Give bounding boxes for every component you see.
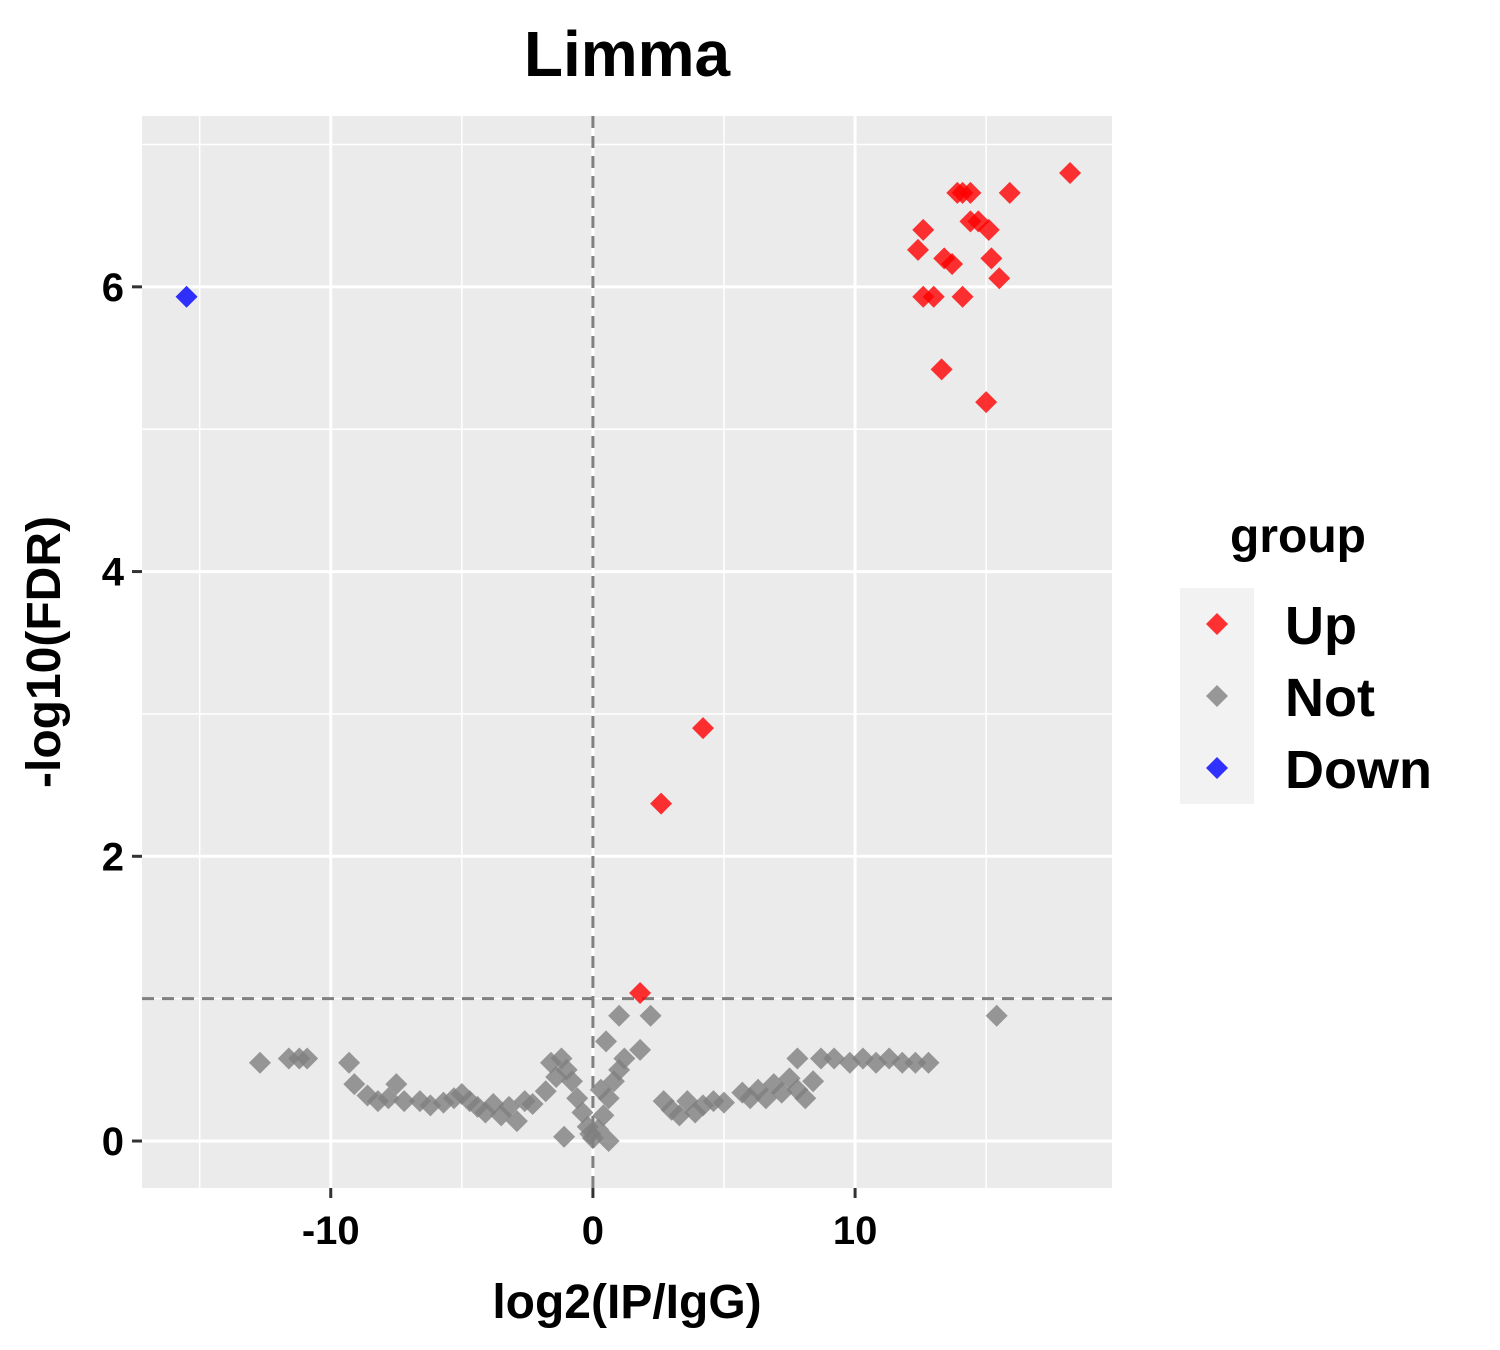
data-point-not [589,1078,612,1101]
data-point-down [175,285,198,308]
data-point-not [343,1073,366,1096]
data-point-not [794,1087,817,1110]
axes: -10 0 10 0 2 4 6 [102,266,878,1253]
legend: group Up Not Down [1180,510,1432,804]
data-point-not [810,1047,832,1070]
legend-label-up: Up [1285,596,1357,656]
data-point-up [692,717,715,740]
plot-panel [142,116,1112,1188]
data-point-up [980,247,1003,270]
data-point-not [338,1051,361,1074]
data-point-up [1059,161,1082,184]
data-point-not [521,1093,544,1116]
data-point-up [959,181,982,204]
data-point-not [385,1073,408,1096]
data-point-not [248,1051,271,1074]
data-point-up [922,285,945,308]
data-point-up [998,181,1021,204]
data-point-not [713,1091,735,1114]
legend-key-not [1206,685,1228,707]
data-point-up [975,391,998,414]
data-point-up [951,285,974,308]
x-tick-label: 10 [833,1209,878,1253]
data-point-not [393,1090,416,1113]
legend-title: group [1230,510,1366,563]
data-point-not [639,1004,662,1027]
data-point-not [668,1104,691,1127]
data-point-not [592,1104,615,1127]
data-point-up [930,358,953,381]
data-point-not [560,1070,583,1093]
data-point-not [608,1004,631,1027]
data-point-not [595,1030,618,1053]
data-point-not [505,1110,528,1133]
data-point-up [988,267,1011,290]
data-point-not [891,1051,914,1074]
data-point-up [977,218,1000,241]
reference-lines [142,116,1112,1188]
x-tick-label: 0 [582,1209,604,1253]
chart-title: Limma [524,18,731,90]
data-point-not [613,1047,636,1070]
data-point-up [912,218,935,241]
data-point-not [553,1125,576,1148]
data-point-not [823,1047,846,1070]
data-point-up [629,981,652,1004]
data-point-not [917,1051,940,1074]
y-tick-label: 2 [102,835,124,879]
data-point-not [770,1081,793,1104]
data-point-not [985,1004,1008,1027]
data-point-up [650,792,673,815]
legend-items: Up Not Down [1206,596,1432,800]
y-tick-label: 6 [102,266,124,310]
data-point-not [786,1047,809,1070]
legend-label-not: Not [1285,668,1375,728]
data-point-not [629,1038,652,1061]
x-axis-title: log2(IP/IgG) [492,1276,761,1329]
data-point-not [377,1087,400,1110]
data-point-not [802,1070,825,1093]
data-points [175,161,1082,1153]
legend-label-down: Down [1285,740,1432,800]
data-point-up [941,253,964,276]
data-point-not [296,1047,319,1070]
y-tick-label: 0 [102,1120,124,1164]
data-point-up [907,238,929,261]
legend-key-down [1206,757,1228,779]
x-tick-label: -10 [302,1209,360,1253]
legend-key-up [1206,613,1228,635]
grid-lines [142,116,1112,1188]
y-axis-title: -log10(FDR) [18,516,71,788]
data-point-not [904,1051,927,1074]
data-point-not [597,1130,620,1153]
data-point-not [534,1080,557,1103]
y-tick-label: 4 [102,551,125,595]
